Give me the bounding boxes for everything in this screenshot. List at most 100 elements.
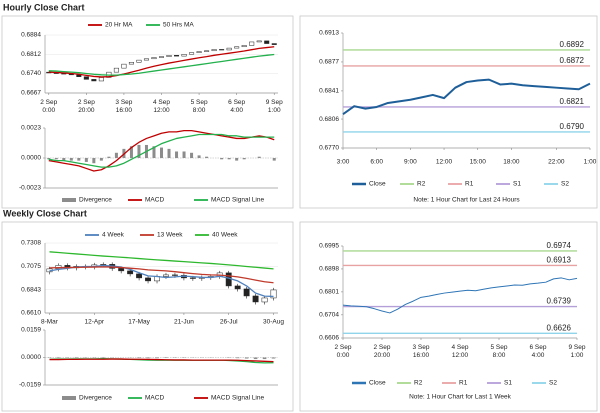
x-tick-label: 21-Jun [174,319,194,326]
x-tick-label: 1:00 [584,159,597,166]
legend-label: R2 [414,380,423,387]
x-tick-label: 22:00 [548,159,565,166]
divergence-bar [155,357,159,359]
y-tick-label: 0.7075 [21,263,41,270]
candle-body [261,297,268,303]
legend-label: Divergence [79,197,112,204]
x-tick-label-line: 8:00 [493,352,506,359]
legend-label: Close [369,181,386,188]
candle-body [172,274,178,276]
x-tick-label: 5 Sep 8:00 [191,99,208,114]
y-tick-label: 0.6806 [319,116,339,123]
y-tick-label: 0.0023 [21,125,41,132]
y-tick-label: 0.6884 [21,32,41,39]
x-tick-label: 18:00 [503,159,520,166]
divergence-bar [242,158,246,160]
divergence-bar [262,357,267,360]
level-label: 0.6974 [547,241,572,250]
x-tick-label: 12:00 [436,159,453,166]
level-label: 0.6739 [547,297,572,306]
x-tick-label-line: 0:00 [42,107,55,114]
series-line [48,133,275,168]
divergence-bar [77,158,81,161]
divergence-bar [235,158,239,161]
candle-body [127,270,134,275]
divergence-bar [220,158,224,160]
x-tick-label: 6 Sep 4:00 [228,99,245,114]
divergence-bar [164,357,168,359]
candle-body [241,45,247,48]
candle-body [234,285,241,290]
divergence-bar [56,356,61,358]
y-tick-label: 0.6770 [319,145,339,152]
x-tick-label-line: 4 Sep [452,344,469,351]
series-line [49,264,274,298]
y-tick-label: 0.6801 [319,289,339,296]
candle-body [204,50,210,52]
level-label: 0.6872 [560,56,585,65]
legend-label: Divergence [79,395,112,402]
divergence-bar [205,156,209,158]
x-tick-label-line: 0:00 [337,352,350,359]
x-tick-label-line: 9 Sep [569,344,586,351]
divergence-bar [190,152,194,158]
section-title: Weekly Close Chart [3,208,87,218]
divergence-bar [69,158,73,161]
series-line [49,358,274,363]
x-tick-label: 9 Sep 1:00 [266,99,283,114]
divergence-bar [107,156,111,158]
legend-label: S1 [513,181,521,188]
legend-swatch [62,396,76,400]
divergence-bar [167,148,171,158]
divergence-bar [152,146,156,158]
candle-body [264,40,270,44]
x-tick-label-line: 12:00 [153,107,170,114]
candle-body [270,289,277,299]
divergence-bar [253,357,258,360]
legend-label: MACD Signal Line [211,197,264,204]
divergence-bar [197,155,201,158]
x-tick-label-line: 12:00 [452,352,469,359]
x-tick-label: 15:00 [470,159,487,166]
y-tick-label: 0.6841 [319,88,339,95]
legend-swatch [62,198,76,202]
series-line [342,78,591,116]
x-tick-label: 3:00 [337,159,350,166]
divergence-bar [235,357,240,359]
level-label: 0.6626 [547,323,572,332]
candle-body [189,52,195,55]
y-tick-label: 0.6667 [21,90,41,97]
x-tick-label-line: 2 Sep [374,344,391,351]
y-tick-label: 0.6995 [319,243,339,250]
legend-label: S1 [504,380,512,387]
x-tick-label-line: 5 Sep [491,344,508,351]
x-tick-label: 6:00 [370,159,383,166]
divergence-bar [137,144,141,158]
candle-body [211,49,217,52]
legend-label: R1 [465,181,474,188]
divergence-bar [84,158,88,162]
legend-label: R1 [459,380,468,387]
y-tick-label: 0.6913 [319,30,339,37]
y-tick-label: 0.6610 [21,310,41,317]
candle-body [252,295,259,303]
candle-body [113,67,119,73]
x-tick-label: 9:00 [404,159,417,166]
series-line [49,266,274,284]
x-tick-label-line: 9 Sep [266,99,283,106]
x-tick-label: 17-May [128,319,150,326]
divergence-bar [99,158,103,161]
panel-frame [1,221,294,412]
y-tick-label: 0.7308 [21,240,41,247]
legend-label: 4 Week [102,232,125,239]
candle-body [128,62,134,65]
divergence-bar [47,158,51,160]
x-tick-label: 30-Aug [263,319,284,326]
chart-note: Note: 1 Hour Chart for Last 24 Hours [413,197,520,204]
legend-label: S2 [561,181,569,188]
candle-body [98,77,104,82]
level-label: 0.6913 [547,256,572,265]
y-tick-label: 0.6740 [21,70,41,77]
x-tick-label: 26-Jul [220,319,238,326]
x-tick-label-line: 16:00 [413,352,430,359]
